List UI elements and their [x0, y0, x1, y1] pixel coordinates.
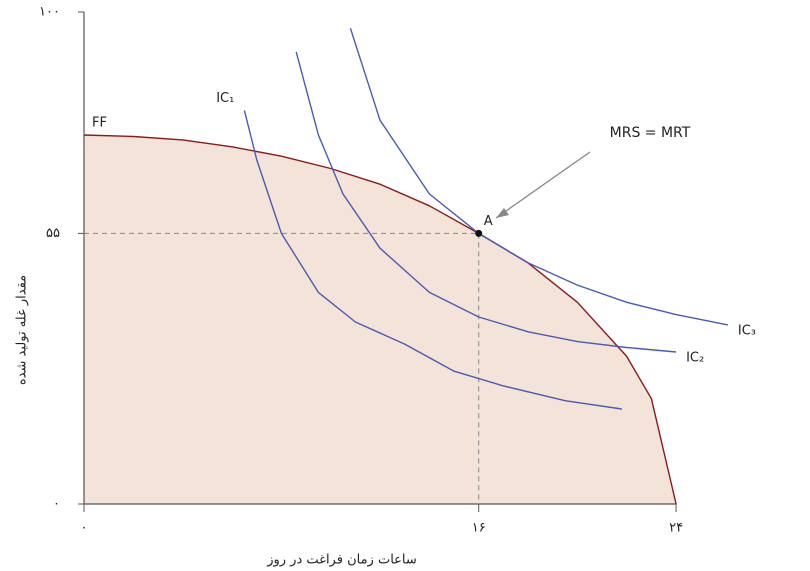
series-label: IC₁: [216, 91, 234, 106]
curve: [243, 110, 622, 410]
y-tick-label: ۵۵: [46, 226, 60, 241]
x-tick-label: ۱۶: [472, 521, 486, 536]
point-label: A: [484, 214, 493, 229]
series-label: IC₂: [686, 350, 704, 365]
annotation-arrowhead: [496, 208, 509, 218]
series-label: FF: [92, 116, 107, 131]
plot: ۰ ۱۶ ۲۴ ۰ ۵۵ ۱۰۰ FF IC₁ IC₂ IC₃ A: [39, 5, 756, 536]
curve: [83, 134, 677, 505]
x-tick-label: ۲۴: [669, 521, 683, 536]
x-axis-label: ساعات زمان فراغت در روز: [266, 553, 417, 568]
annotation: MRS = MRT: [610, 125, 691, 141]
series-label: IC₃: [738, 323, 756, 338]
x-tick-label: ۰: [81, 521, 88, 536]
curve: [295, 51, 677, 353]
annotation-arrow: [495, 151, 591, 219]
y-tick-label: ۱۰۰: [39, 5, 60, 20]
y-tick-label: ۰: [53, 497, 60, 512]
y-axis-label: مقدار غله تولید شده: [15, 275, 30, 385]
frontier-area: [84, 135, 677, 504]
curve: [349, 27, 729, 326]
point: [475, 229, 483, 237]
